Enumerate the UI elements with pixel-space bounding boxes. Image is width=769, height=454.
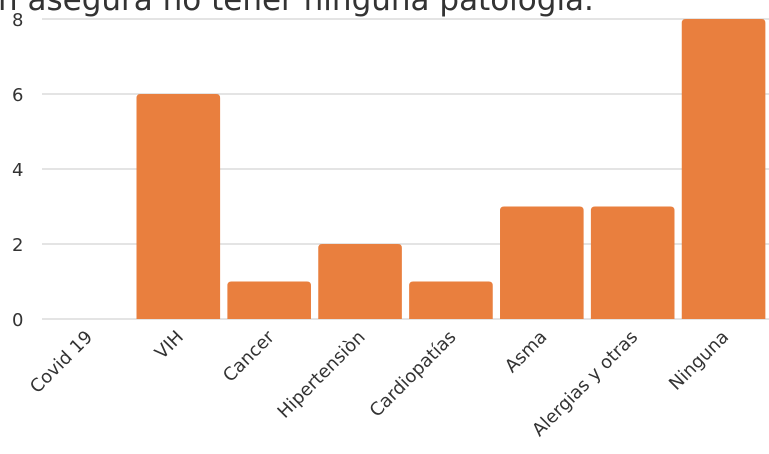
y-tick-label: 8 <box>12 10 23 31</box>
y-tick-label: 6 <box>12 85 23 106</box>
x-tick-label: Cardiopatías <box>366 327 461 422</box>
chart-title: n asegura no tener ninguna patología. <box>0 0 594 18</box>
x-tick-label: Hipertensiòn <box>274 327 370 423</box>
x-tick-label: Ninguna <box>665 327 733 395</box>
x-tick-label: Covid 19 <box>26 327 97 398</box>
bar <box>500 206 584 319</box>
y-tick-label: 2 <box>12 235 23 256</box>
x-tick-label: Asma <box>501 327 551 377</box>
y-tick-label: 0 <box>12 310 23 331</box>
x-tick-label: Cancer <box>219 326 279 386</box>
bar <box>681 19 766 319</box>
bar <box>590 206 675 319</box>
bar <box>318 244 402 319</box>
bar <box>136 94 221 319</box>
bar <box>409 281 493 319</box>
bar <box>227 281 311 319</box>
x-tick-label: VIH <box>151 327 188 364</box>
y-tick-label: 4 <box>12 160 23 181</box>
